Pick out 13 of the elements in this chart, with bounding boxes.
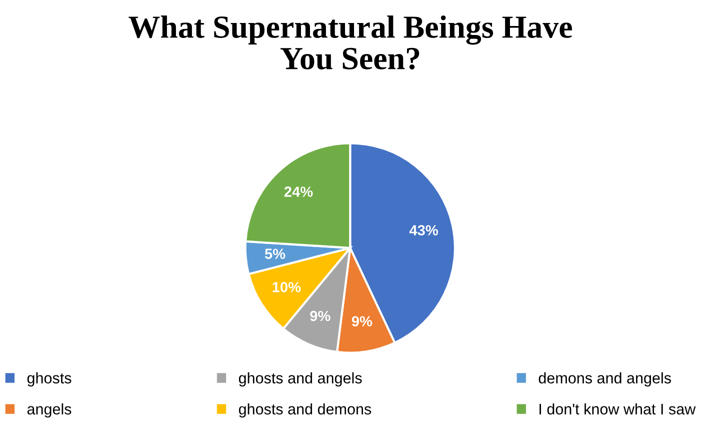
data-label: 9% (352, 316, 372, 326)
legend-label: ghosts and angels (238, 372, 362, 387)
legend-label: ghosts and demons (238, 403, 372, 418)
legend-label: ghosts (27, 372, 72, 387)
data-label: 9% (310, 310, 330, 322)
data-label: 10% (272, 282, 301, 292)
chart-title: What Supernatural Beings Have You Seen? (128, 15, 572, 70)
legend-label: I don't know what I saw (540, 403, 696, 415)
legend-label: angels (27, 403, 72, 418)
data-label: 5% (264, 248, 286, 259)
legend-label: demons and angels (538, 372, 671, 387)
data-label: 43% (409, 225, 438, 236)
data-label: 24% (284, 186, 313, 197)
